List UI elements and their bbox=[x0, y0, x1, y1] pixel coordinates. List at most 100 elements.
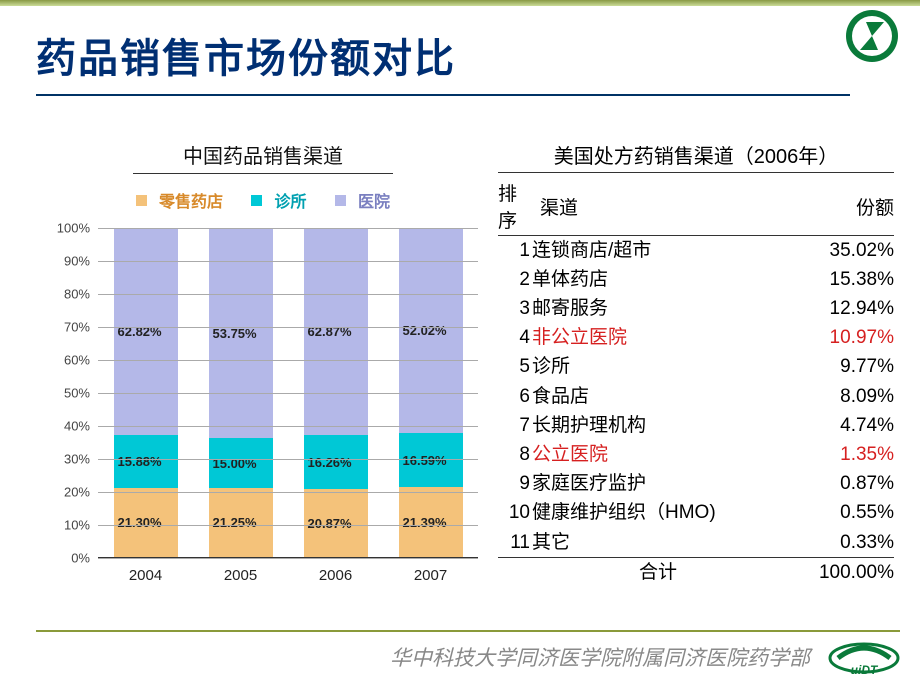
cell-rank: 8 bbox=[498, 441, 532, 470]
footer-text: 华中科技大学同济医学院附属同济医院药学部 bbox=[0, 642, 810, 672]
legend-hosp-label: 医院 bbox=[358, 188, 390, 212]
ytick: 30% bbox=[64, 452, 90, 467]
cell-total-share: 100.00% bbox=[784, 558, 894, 588]
title-band: 药品销售市场份额对比 bbox=[36, 26, 850, 96]
gridline bbox=[98, 261, 478, 262]
bar-segment: 62.82% bbox=[114, 228, 178, 435]
bar-segment: 53.75% bbox=[209, 228, 273, 438]
china-channels-chart: 中国药品销售渠道 零售药店 诊所 医院 0%10%20%30%40%50%60%… bbox=[48, 140, 478, 558]
ytick: 20% bbox=[64, 485, 90, 500]
cell-rank: 11 bbox=[498, 528, 532, 558]
bar-segment: 20.87% bbox=[304, 489, 368, 558]
legend-clinic: 诊所 bbox=[245, 188, 312, 212]
cell-rank: 1 bbox=[498, 236, 532, 266]
bar-segment: 21.30% bbox=[114, 488, 178, 558]
cell-share: 8.09% bbox=[784, 382, 894, 411]
cell-rank: 9 bbox=[498, 470, 532, 499]
org-logo-bottom: uiDT bbox=[824, 634, 904, 678]
legend-hosp: 医院 bbox=[329, 188, 396, 212]
bar-segment: 16.59% bbox=[399, 433, 463, 488]
channels-table: 排序 渠道 份额 1连锁商店/超市35.02%2单体药店15.38%3邮寄服务1… bbox=[498, 177, 894, 588]
cell-rank: 2 bbox=[498, 265, 532, 294]
gridline bbox=[98, 228, 478, 229]
svg-text:uiDT: uiDT bbox=[851, 663, 879, 677]
ytick: 0% bbox=[71, 551, 90, 566]
cell-share: 10.97% bbox=[784, 324, 894, 353]
legend-clinic-label: 诊所 bbox=[274, 188, 306, 212]
table-row: 5诊所9.77% bbox=[498, 353, 894, 382]
cell-name: 长期护理机构 bbox=[532, 411, 784, 440]
table-title: 美国处方药销售渠道（2006年） bbox=[498, 140, 894, 173]
ytick: 10% bbox=[64, 518, 90, 533]
ytick: 90% bbox=[64, 254, 90, 269]
chart-y-axis: 0%10%20%30%40%50%60%70%80%90%100% bbox=[48, 228, 94, 558]
cell-name: 单体药店 bbox=[532, 265, 784, 294]
cell-share: 0.33% bbox=[784, 528, 894, 558]
table-row: 4非公立医院10.97% bbox=[498, 324, 894, 353]
ytick: 50% bbox=[64, 386, 90, 401]
org-logo-top bbox=[844, 8, 900, 64]
cell-share: 35.02% bbox=[784, 236, 894, 266]
bar-segment: 21.39% bbox=[399, 487, 463, 558]
ytick: 40% bbox=[64, 419, 90, 434]
cell-name: 连锁商店/超市 bbox=[532, 236, 784, 266]
table-row: 3邮寄服务12.94% bbox=[498, 294, 894, 323]
table-row: 10健康维护组织（HMO)0.55% bbox=[498, 499, 894, 528]
ytick: 80% bbox=[64, 287, 90, 302]
x-category-label: 2007 bbox=[399, 567, 463, 584]
gridline bbox=[98, 492, 478, 493]
cell-rank: 10 bbox=[498, 499, 532, 528]
gridline bbox=[98, 393, 478, 394]
cell-name: 邮寄服务 bbox=[532, 294, 784, 323]
cell-share: 0.87% bbox=[784, 470, 894, 499]
bar-segment: 62.87% bbox=[304, 228, 368, 435]
table-row: 6食品店8.09% bbox=[498, 382, 894, 411]
cell-share: 0.55% bbox=[784, 499, 894, 528]
cell-share: 9.77% bbox=[784, 353, 894, 382]
table-row: 8公立医院1.35% bbox=[498, 441, 894, 470]
gridline bbox=[98, 426, 478, 427]
bar-segment: 16.26% bbox=[304, 435, 368, 489]
table-total-row: 合计100.00% bbox=[498, 558, 894, 588]
chart-title: 中国药品销售渠道 bbox=[133, 140, 393, 174]
th-share: 份额 bbox=[784, 177, 894, 236]
cell-share: 12.94% bbox=[784, 294, 894, 323]
table-row: 9家庭医疗监护0.87% bbox=[498, 470, 894, 499]
gridline bbox=[98, 294, 478, 295]
cell-name: 健康维护组织（HMO) bbox=[532, 499, 784, 528]
cell-rank: 4 bbox=[498, 324, 532, 353]
legend-retail-label: 零售药店 bbox=[159, 188, 223, 212]
cell-rank: 7 bbox=[498, 411, 532, 440]
slide-top-stripe bbox=[0, 0, 920, 6]
bar-segment: 52.02% bbox=[399, 228, 463, 433]
cell-name: 诊所 bbox=[532, 353, 784, 382]
cell-name: 其它 bbox=[532, 528, 784, 558]
cell-share: 1.35% bbox=[784, 441, 894, 470]
cell-name: 食品店 bbox=[532, 382, 784, 411]
usa-channels-table: 美国处方药销售渠道（2006年） 排序 渠道 份额 1连锁商店/超市35.02%… bbox=[498, 140, 894, 588]
cell-name: 非公立医院 bbox=[532, 324, 784, 353]
table-row: 1连锁商店/超市35.02% bbox=[498, 236, 894, 266]
footer-divider bbox=[36, 630, 900, 632]
x-category-label: 2005 bbox=[209, 567, 273, 584]
ytick: 70% bbox=[64, 320, 90, 335]
table-row: 7长期护理机构4.74% bbox=[498, 411, 894, 440]
x-category-label: 2006 bbox=[304, 567, 368, 584]
th-rank: 排序 bbox=[498, 177, 532, 236]
cell-rank: 6 bbox=[498, 382, 532, 411]
gridline bbox=[98, 459, 478, 460]
bar-segment: 21.25% bbox=[209, 488, 273, 558]
table-row: 2单体药店15.38% bbox=[498, 265, 894, 294]
cell-rank bbox=[498, 558, 532, 588]
bar-segment: 15.00% bbox=[209, 438, 273, 488]
cell-name: 家庭医疗监护 bbox=[532, 470, 784, 499]
x-category-label: 2004 bbox=[114, 567, 178, 584]
ytick: 60% bbox=[64, 353, 90, 368]
legend-retail: 零售药店 bbox=[130, 188, 229, 212]
chart-legend: 零售药店 诊所 医院 bbox=[48, 188, 478, 212]
page-title: 药品销售市场份额对比 bbox=[36, 26, 850, 84]
gridline bbox=[98, 525, 478, 526]
th-name: 渠道 bbox=[532, 177, 784, 236]
gridline bbox=[98, 558, 478, 559]
cell-total-label: 合计 bbox=[532, 558, 784, 588]
